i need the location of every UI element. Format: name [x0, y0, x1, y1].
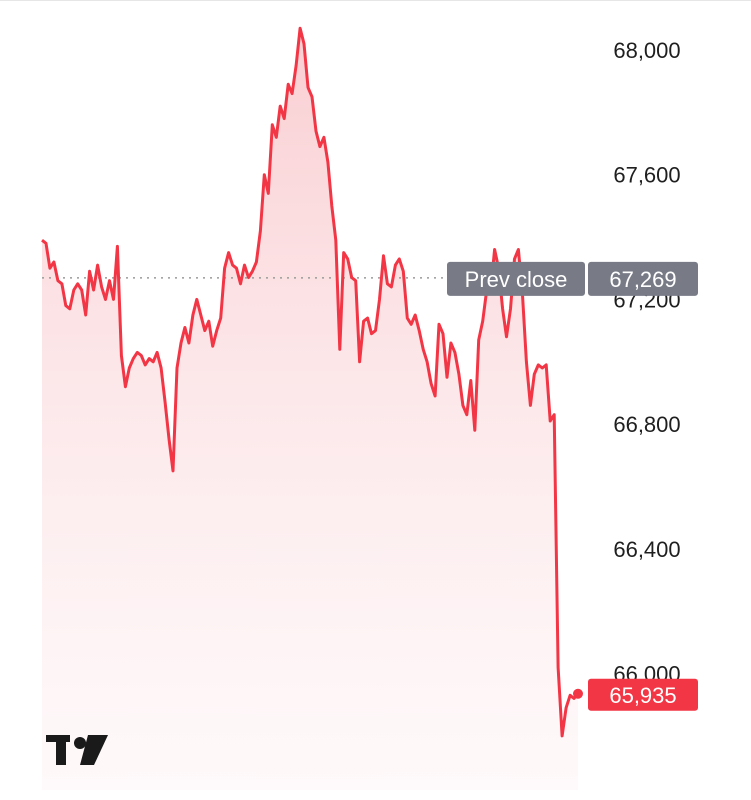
price-area-fill: [42, 28, 578, 790]
last-price-value: 65,935: [609, 683, 676, 708]
last-price-dot: [573, 688, 583, 699]
prev-close-label: Prev close: [465, 267, 568, 292]
prev-close-badge: Prev close: [447, 261, 585, 296]
last-price-badge: 65,935: [588, 678, 698, 711]
y-tick-label: 67,600: [613, 163, 680, 188]
prev-close-value-badge: 67,269: [588, 261, 698, 296]
y-tick-label: 68,000: [613, 38, 680, 63]
y-tick-label: 66,400: [613, 537, 680, 562]
prev-close-value: 67,269: [609, 267, 676, 292]
tradingview-logo: [46, 735, 108, 765]
y-tick-label: 66,800: [613, 412, 680, 437]
